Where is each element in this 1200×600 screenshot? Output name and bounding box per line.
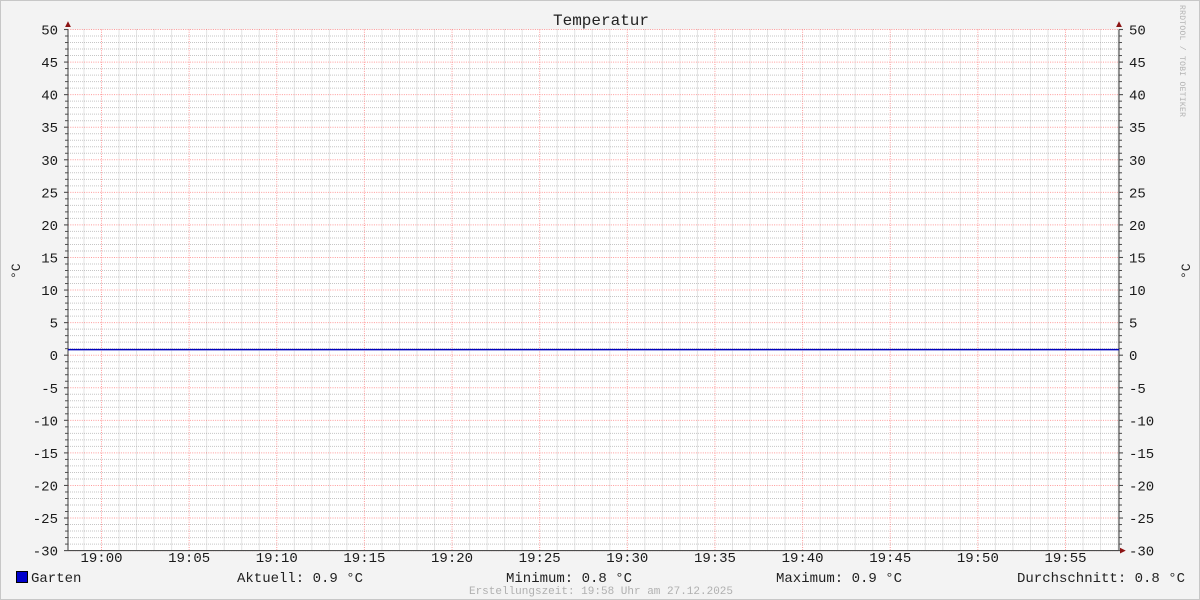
- svg-text:20: 20: [41, 219, 58, 235]
- svg-text:-5: -5: [41, 382, 58, 398]
- svg-text:0: 0: [50, 349, 58, 365]
- svg-text:-30: -30: [1129, 545, 1154, 561]
- svg-text:-20: -20: [1129, 479, 1154, 495]
- svg-text:40: 40: [1129, 89, 1146, 105]
- svg-text:30: 30: [41, 154, 58, 170]
- svg-text:-5: -5: [1129, 382, 1146, 398]
- svg-text:19:50: 19:50: [957, 551, 999, 567]
- svg-text:40: 40: [41, 89, 58, 105]
- svg-text:15: 15: [1129, 251, 1146, 267]
- svg-text:5: 5: [50, 317, 58, 333]
- svg-text:25: 25: [1129, 186, 1146, 202]
- svg-text:5: 5: [1129, 317, 1137, 333]
- svg-text:0: 0: [1129, 349, 1137, 365]
- svg-text:-30: -30: [33, 545, 58, 561]
- svg-text:19:10: 19:10: [256, 551, 298, 567]
- svg-text:-25: -25: [1129, 512, 1154, 528]
- svg-text:15: 15: [41, 251, 58, 267]
- svg-text:35: 35: [41, 121, 58, 137]
- svg-text:-25: -25: [33, 512, 58, 528]
- svg-text:19:40: 19:40: [782, 551, 824, 567]
- svg-text:19:05: 19:05: [168, 551, 210, 567]
- svg-text:45: 45: [1129, 56, 1146, 72]
- svg-text:19:35: 19:35: [694, 551, 736, 567]
- svg-text:45: 45: [41, 56, 58, 72]
- svg-text:19:20: 19:20: [431, 551, 473, 567]
- svg-text:-15: -15: [1129, 447, 1154, 463]
- svg-text:19:00: 19:00: [80, 551, 122, 567]
- svg-text:19:25: 19:25: [519, 551, 561, 567]
- svg-text:-10: -10: [1129, 414, 1154, 430]
- svg-text:-20: -20: [33, 479, 58, 495]
- svg-text:-10: -10: [33, 414, 58, 430]
- svg-text:10: 10: [1129, 284, 1146, 300]
- svg-text:35: 35: [1129, 121, 1146, 137]
- svg-text:19:30: 19:30: [606, 551, 648, 567]
- svg-text:19:55: 19:55: [1044, 551, 1086, 567]
- svg-text:25: 25: [41, 186, 58, 202]
- svg-text:19:45: 19:45: [869, 551, 911, 567]
- svg-text:10: 10: [41, 284, 58, 300]
- svg-text:20: 20: [1129, 219, 1146, 235]
- svg-text:30: 30: [1129, 154, 1146, 170]
- svg-text:19:15: 19:15: [343, 551, 385, 567]
- svg-text:-15: -15: [33, 447, 58, 463]
